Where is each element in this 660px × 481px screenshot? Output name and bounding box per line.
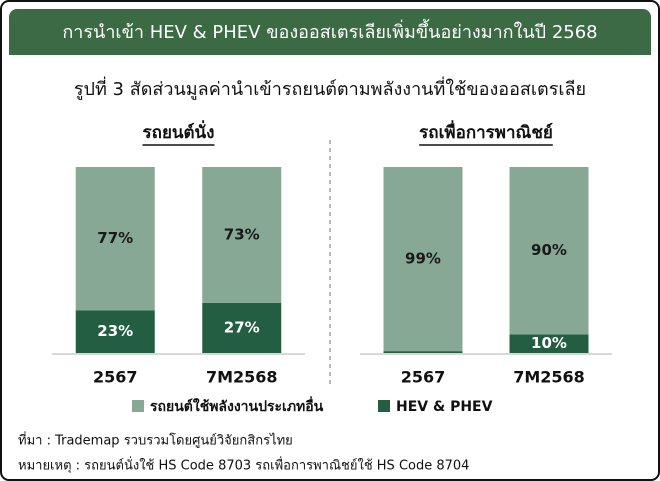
value-label: 10%	[531, 334, 567, 352]
panel-title: รถเพื่อการพาณิชย์	[419, 120, 553, 143]
value-label: 27%	[224, 318, 260, 336]
bar-segment	[509, 167, 589, 335]
legend-swatch	[132, 400, 144, 412]
footnote: หมายเหตุ : รถยนต์นั่งใช้ HS Code 8703 รถ…	[18, 457, 469, 474]
subtitle: รูปที่ 3 สัดส่วนมูลค่านำเข้ารถยนต์ตามพลั…	[74, 76, 586, 100]
value-label: 73%	[224, 225, 260, 243]
x-tick-label: 7M2568	[206, 368, 278, 387]
value-label: 99%	[405, 250, 441, 268]
bar-segment	[202, 167, 282, 303]
value-label: 23%	[97, 322, 133, 340]
bar-segment	[75, 167, 155, 311]
bar-segment	[383, 167, 463, 352]
value-label: 77%	[97, 229, 133, 247]
legend: รถยนต์ใช้พลังงานประเภทอื่น HEV & PHEV	[132, 396, 493, 415]
bar-segment	[202, 302, 282, 353]
bar-segment	[383, 351, 463, 353]
legend-swatch	[378, 400, 390, 412]
legend-label: HEV & PHEV	[396, 399, 493, 415]
x-tick-label: 7M2568	[513, 368, 585, 387]
x-tick-label: 2567	[93, 368, 138, 387]
header-banner	[9, 9, 651, 55]
bar-segment	[509, 334, 589, 353]
legend-label: รถยนต์ใช้พลังงานประเภทอื่น	[150, 396, 324, 415]
value-label: 90%	[531, 241, 567, 259]
bar-segment	[75, 310, 155, 353]
x-tick-label: 2567	[401, 368, 446, 387]
header-title: การนำเข้า HEV & PHEV ของออสเตรเลียเพิ่มข…	[62, 19, 597, 43]
footnote: ที่มา : Trademap รวบรวมโดยศูนย์วิจัยกสิก…	[18, 432, 293, 449]
panel-title: รถยนต์นั่ง	[143, 120, 215, 143]
